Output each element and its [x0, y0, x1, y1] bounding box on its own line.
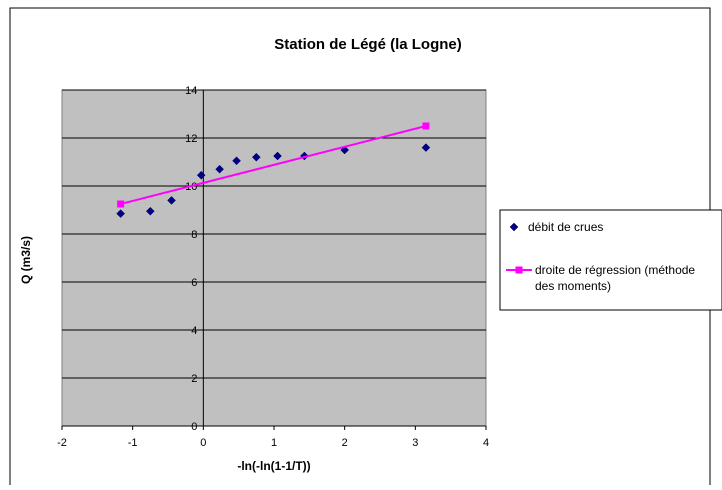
data-point [273, 151, 282, 161]
legend-label-regression: droite de régression (méthode [535, 263, 695, 277]
plot-background [61, 89, 487, 427]
x-tick-label: 2 [342, 437, 348, 449]
y-tick-label: 2 [191, 373, 197, 385]
y-tick-label: 4 [191, 325, 197, 337]
y-axis-label: Q (m3/s) [19, 236, 33, 284]
data-point [232, 156, 241, 166]
chart-title: Station de Légé (la Logne) [274, 36, 462, 53]
data-point [421, 143, 431, 152]
y-tick-label: 14 [185, 85, 197, 97]
regression-line [120, 125, 427, 205]
data-point [196, 170, 206, 180]
y-tick-label: 8 [191, 229, 197, 241]
legend-marker-debit [509, 222, 519, 232]
data-point [145, 206, 155, 216]
data-point [116, 209, 126, 218]
legend-label-regression: des moments) [535, 279, 611, 293]
legend-box [499, 209, 722, 311]
x-tick-label: 3 [412, 437, 418, 449]
x-tick-label: -2 [57, 437, 67, 449]
x-tick-label: 0 [200, 437, 206, 449]
regression-point [422, 122, 430, 130]
data-point [215, 164, 224, 174]
legend-marker-regression [515, 266, 523, 274]
x-tick-label: -1 [128, 437, 138, 449]
legend: débit de crues droite de régression (méth… [499, 209, 722, 311]
x-tick-label: 1 [271, 437, 277, 449]
y-tick-label: 6 [191, 277, 197, 289]
x-axis-label: -ln(-ln(1-1/T)) [237, 459, 310, 473]
data-point [251, 152, 261, 162]
y-tick-label: 0 [191, 421, 197, 433]
x-tick-label: 4 [483, 437, 489, 449]
regression-point [117, 200, 125, 208]
legend-label-debit: débit de crues [528, 220, 603, 234]
y-tick-label: 12 [185, 133, 197, 145]
data-point [167, 196, 176, 205]
